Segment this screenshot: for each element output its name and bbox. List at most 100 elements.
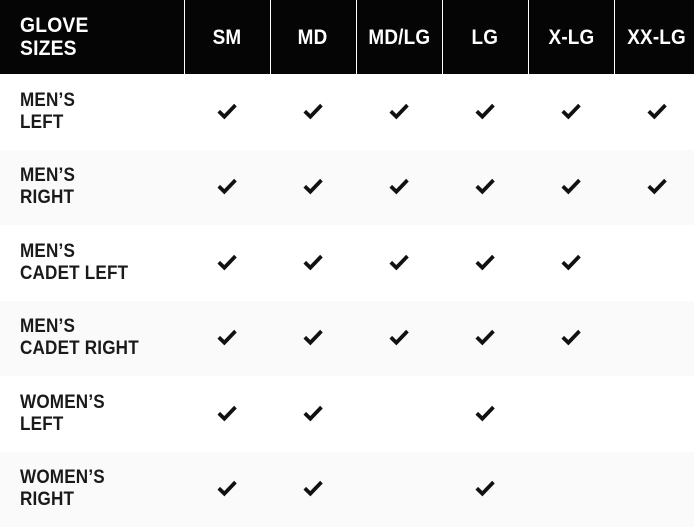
- cell-unavailable: [614, 452, 694, 527]
- check-icon: [300, 250, 326, 276]
- column-header-xx-lg: XX-LG: [613, 0, 694, 74]
- cell-available: [614, 150, 694, 226]
- row-label-line: CADET RIGHT: [20, 338, 139, 360]
- cell-unavailable: [614, 376, 694, 452]
- cell-unavailable: [356, 452, 442, 527]
- check-icon: [300, 174, 326, 200]
- row-label: MEN’S LEFT: [0, 74, 184, 150]
- cell-unavailable: [356, 376, 442, 452]
- check-icon: [300, 325, 326, 351]
- cell-available: [528, 74, 614, 150]
- table-row: MEN’S RIGHT: [0, 149, 694, 226]
- check-icon: [472, 174, 498, 200]
- cell-available: [356, 225, 442, 301]
- cell-available: [528, 150, 614, 226]
- column-header-lg: LG: [441, 0, 528, 74]
- cell-available: [442, 376, 528, 452]
- cell-available: [528, 225, 614, 301]
- cell-available: [356, 301, 442, 377]
- row-label-line: RIGHT: [20, 187, 75, 209]
- table-header: GLOVE SIZES SM MD MD/LG LG X-LG XX-LG: [0, 0, 694, 74]
- cell-available: [184, 225, 270, 301]
- check-icon: [472, 401, 498, 427]
- cell-available: [270, 150, 356, 226]
- cell-available: [442, 301, 528, 377]
- cell-available: [442, 225, 528, 301]
- check-icon: [644, 99, 670, 125]
- table-row: MEN’S LEFT: [0, 74, 694, 150]
- corner-title-line-1: GLOVE: [20, 14, 89, 37]
- column-header-x-lg: X-LG: [527, 0, 614, 74]
- check-icon: [386, 174, 412, 200]
- row-label-line: CADET LEFT: [20, 262, 129, 284]
- cell-available: [270, 301, 356, 377]
- check-icon: [300, 476, 326, 502]
- check-icon: [300, 401, 326, 427]
- check-icon: [472, 99, 498, 125]
- check-icon: [472, 476, 498, 502]
- check-icon: [214, 325, 240, 351]
- row-label-line: RIGHT: [20, 489, 75, 511]
- column-header-md: MD: [269, 0, 356, 74]
- header-row: GLOVE SIZES SM MD MD/LG LG X-LG XX-LG: [0, 0, 694, 74]
- cell-available: [356, 74, 442, 150]
- row-label-line: MEN’S: [20, 89, 76, 111]
- row-label-line: WOMEN’S: [20, 391, 105, 413]
- table-row: MEN’S CADET RIGHT: [0, 300, 694, 377]
- check-icon: [214, 250, 240, 276]
- row-label: WOMEN’S RIGHT: [0, 452, 184, 527]
- cell-available: [270, 452, 356, 527]
- column-header-md-lg: MD/LG: [355, 0, 442, 74]
- row-label-line: MEN’S: [20, 165, 76, 187]
- cell-available: [184, 452, 270, 527]
- check-icon: [472, 325, 498, 351]
- row-label-line: LEFT: [20, 413, 64, 435]
- cell-available: [614, 74, 694, 150]
- check-icon: [300, 99, 326, 125]
- table-row: MEN’S CADET LEFT: [0, 225, 694, 301]
- check-icon: [214, 99, 240, 125]
- column-header-sm: SM: [183, 0, 270, 74]
- cell-unavailable: [614, 301, 694, 377]
- check-icon: [386, 325, 412, 351]
- cell-available: [184, 150, 270, 226]
- table-corner-title: GLOVE SIZES: [0, 0, 184, 74]
- check-icon: [558, 99, 584, 125]
- cell-available: [442, 74, 528, 150]
- row-label: MEN’S CADET RIGHT: [0, 301, 184, 377]
- check-icon: [558, 250, 584, 276]
- row-label-line: MEN’S: [20, 316, 76, 338]
- cell-available: [270, 74, 356, 150]
- table-body: MEN’S LEFT MEN’S RIGHT MEN’S CADET LEFT MEN’S C…: [0, 74, 694, 527]
- cell-unavailable: [614, 225, 694, 301]
- cell-available: [270, 225, 356, 301]
- cell-available: [184, 74, 270, 150]
- cell-available: [442, 452, 528, 527]
- check-icon: [214, 401, 240, 427]
- table-row: WOMEN’S RIGHT: [0, 451, 694, 527]
- cell-available: [442, 150, 528, 226]
- row-label: MEN’S RIGHT: [0, 150, 184, 226]
- check-icon: [386, 99, 412, 125]
- cell-available: [184, 301, 270, 377]
- row-label: WOMEN’S LEFT: [0, 376, 184, 452]
- row-label-line: MEN’S: [20, 240, 76, 262]
- check-icon: [558, 325, 584, 351]
- check-icon: [472, 250, 498, 276]
- table-row: WOMEN’S LEFT: [0, 376, 694, 452]
- cell-available: [270, 376, 356, 452]
- row-label-line: LEFT: [20, 111, 64, 133]
- check-icon: [214, 476, 240, 502]
- row-label-line: WOMEN’S: [20, 467, 105, 489]
- check-icon: [558, 174, 584, 200]
- corner-title-line-2: SIZES: [20, 37, 77, 60]
- row-label: MEN’S CADET LEFT: [0, 225, 184, 301]
- check-icon: [214, 174, 240, 200]
- cell-unavailable: [528, 376, 614, 452]
- cell-available: [528, 301, 614, 377]
- cell-available: [184, 376, 270, 452]
- cell-available: [356, 150, 442, 226]
- cell-unavailable: [528, 452, 614, 527]
- check-icon: [386, 250, 412, 276]
